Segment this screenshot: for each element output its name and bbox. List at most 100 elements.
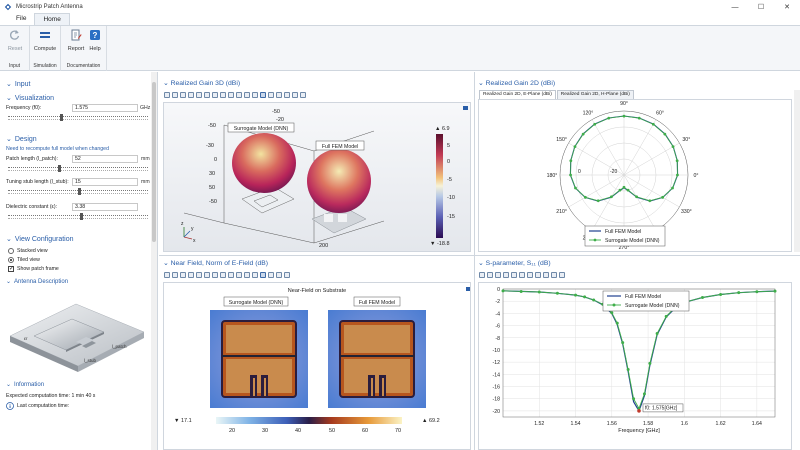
zoom-extents-icon[interactable] — [503, 272, 509, 278]
select-mode-icon[interactable] — [260, 92, 266, 98]
transparency-icon[interactable] — [268, 92, 274, 98]
patch-length-slider[interactable] — [8, 165, 148, 172]
stub-length-input[interactable]: 15 — [72, 178, 138, 186]
dnn-label: Surrogate Model (DNN) — [229, 300, 284, 306]
zoom-box-icon[interactable] — [180, 92, 186, 98]
section-information[interactable]: ⌄ Information — [6, 382, 45, 388]
zoom-box-icon[interactable] — [495, 272, 501, 278]
export-icon[interactable] — [466, 287, 470, 291]
gain2d-graph[interactable]: 90°60°30°0°330°300°270°240°210°180°150°1… — [478, 99, 792, 252]
zoom-extents-icon[interactable] — [188, 272, 194, 278]
select-mode-icon[interactable] — [260, 272, 266, 278]
stub-length-slider[interactable] — [8, 188, 148, 195]
x-view-icon[interactable] — [212, 92, 218, 98]
image-snapshot-icon[interactable] — [292, 92, 298, 98]
zoom-box-icon[interactable] — [180, 272, 186, 278]
zoom-in-icon[interactable] — [164, 272, 170, 278]
print-icon[interactable] — [284, 272, 290, 278]
maximize-button[interactable]: ☐ — [757, 4, 765, 11]
scene-light-icon[interactable] — [204, 92, 210, 98]
pan-icon[interactable] — [252, 272, 258, 278]
grid-icon[interactable] — [196, 272, 202, 278]
section-visualization[interactable]: ⌄ Visualization — [6, 95, 55, 102]
default-view-icon[interactable] — [236, 92, 242, 98]
scene-light-icon[interactable] — [204, 272, 210, 278]
annotation-box — [642, 403, 684, 413]
scrollbar-thumb[interactable] — [152, 82, 156, 242]
section-antenna-description[interactable]: ⌄ Antenna Description — [6, 279, 69, 285]
grid-icon[interactable] — [527, 272, 533, 278]
x-zoom-icon[interactable] — [511, 272, 517, 278]
dielectric-slider[interactable] — [8, 213, 148, 220]
left-panel-scrollbar[interactable] — [151, 72, 157, 450]
dnn-polar-point — [607, 116, 611, 120]
pan-icon[interactable] — [252, 92, 258, 98]
tab-home[interactable]: Home — [34, 13, 70, 25]
recompute-link[interactable]: Need to recompute full model when change… — [6, 146, 109, 152]
slider-handle[interactable] — [80, 213, 83, 220]
z-view-icon[interactable] — [228, 92, 234, 98]
slider-handle[interactable] — [60, 114, 63, 121]
y-view-icon[interactable] — [220, 92, 226, 98]
slider-handle[interactable] — [58, 165, 61, 172]
camera-icon[interactable] — [284, 92, 290, 98]
axis-tick: -50 — [272, 109, 280, 115]
default-view-icon[interactable] — [236, 272, 242, 278]
legend-icon[interactable] — [535, 272, 541, 278]
camera-icon[interactable] — [276, 272, 282, 278]
report-button[interactable]: Report — [64, 29, 88, 52]
stacked-view-radio[interactable] — [8, 248, 14, 254]
menu-file[interactable]: File — [16, 15, 27, 22]
tab-h-plane[interactable]: Realized Gain 2D, H-Plane (dBi) — [556, 90, 634, 99]
transparency-icon[interactable] — [268, 272, 274, 278]
reset-button[interactable]: Reset — [3, 29, 27, 52]
show-patch-frame-checkbox[interactable]: ✓ — [8, 266, 15, 272]
angle-label: 180° — [547, 173, 558, 179]
gain3d-graphics[interactable]: -50 -30 30 50 -50 0 -20 -50 200 — [163, 102, 471, 252]
x-view-icon[interactable] — [212, 272, 218, 278]
tab-e-plane[interactable]: Realized Gain 2D, E-Plane (dBi) — [479, 90, 556, 99]
gain2d-scrollbar[interactable] — [794, 90, 800, 252]
dielectric-input[interactable]: 3.38 — [72, 203, 138, 211]
help-button[interactable]: ? Help — [85, 29, 105, 52]
table-icon[interactable] — [543, 272, 549, 278]
zoom-extents-icon[interactable] — [188, 92, 194, 98]
vertical-divider[interactable] — [474, 72, 475, 450]
rotate-icon[interactable] — [244, 92, 250, 98]
z-view-icon[interactable] — [228, 272, 234, 278]
compute-button[interactable]: Compute — [33, 29, 57, 52]
zoom-out-icon[interactable] — [172, 92, 178, 98]
patch-dimension-label: l_patch — [112, 344, 127, 349]
rotate-icon[interactable] — [244, 272, 250, 278]
minimize-button[interactable]: — — [731, 3, 739, 11]
wireframe-icon[interactable] — [276, 92, 282, 98]
nearfield-graphics[interactable]: Near-Field on Substrate Surrogate Model … — [163, 282, 471, 450]
patch-length-input[interactable]: 52 — [72, 155, 138, 163]
zoom-in-icon[interactable] — [164, 92, 170, 98]
axis-tick: 50 — [209, 185, 215, 191]
frequency-input[interactable]: 1.575 — [72, 104, 138, 112]
close-button[interactable]: ✕ — [784, 4, 790, 11]
section-input[interactable]: ⌄ Input — [6, 81, 31, 88]
zoom-in-icon[interactable] — [479, 272, 485, 278]
y-zoom-icon[interactable] — [519, 272, 525, 278]
export-icon[interactable] — [463, 106, 468, 110]
zoom-out-icon[interactable] — [172, 272, 178, 278]
camera-icon[interactable] — [551, 272, 557, 278]
zoom-out-icon[interactable] — [487, 272, 493, 278]
print-icon[interactable] — [300, 92, 306, 98]
print-icon[interactable] — [559, 272, 565, 278]
angle-label: 330° — [681, 209, 692, 215]
frequency-label: Frequency (f0): — [6, 105, 42, 111]
section-design[interactable]: ⌄ Design — [6, 136, 37, 143]
grid-icon[interactable] — [196, 92, 202, 98]
tiled-view-radio[interactable] — [8, 257, 14, 263]
frequency-slider[interactable] — [8, 114, 148, 121]
sparam-graph[interactable]: 0 -2 -4 -6 -8 -10 -12 -14 -16 -18 -20 1.52 1.54 1.56 1… — [478, 282, 792, 450]
section-view-configuration[interactable]: ⌄ View Configuration — [6, 236, 74, 243]
stub-length-label: Tuning stub length (l_stub): — [6, 179, 69, 185]
y-view-icon[interactable] — [220, 272, 226, 278]
slider-handle[interactable] — [78, 188, 81, 195]
horizontal-divider[interactable] — [159, 255, 800, 256]
app-icon — [4, 3, 12, 11]
